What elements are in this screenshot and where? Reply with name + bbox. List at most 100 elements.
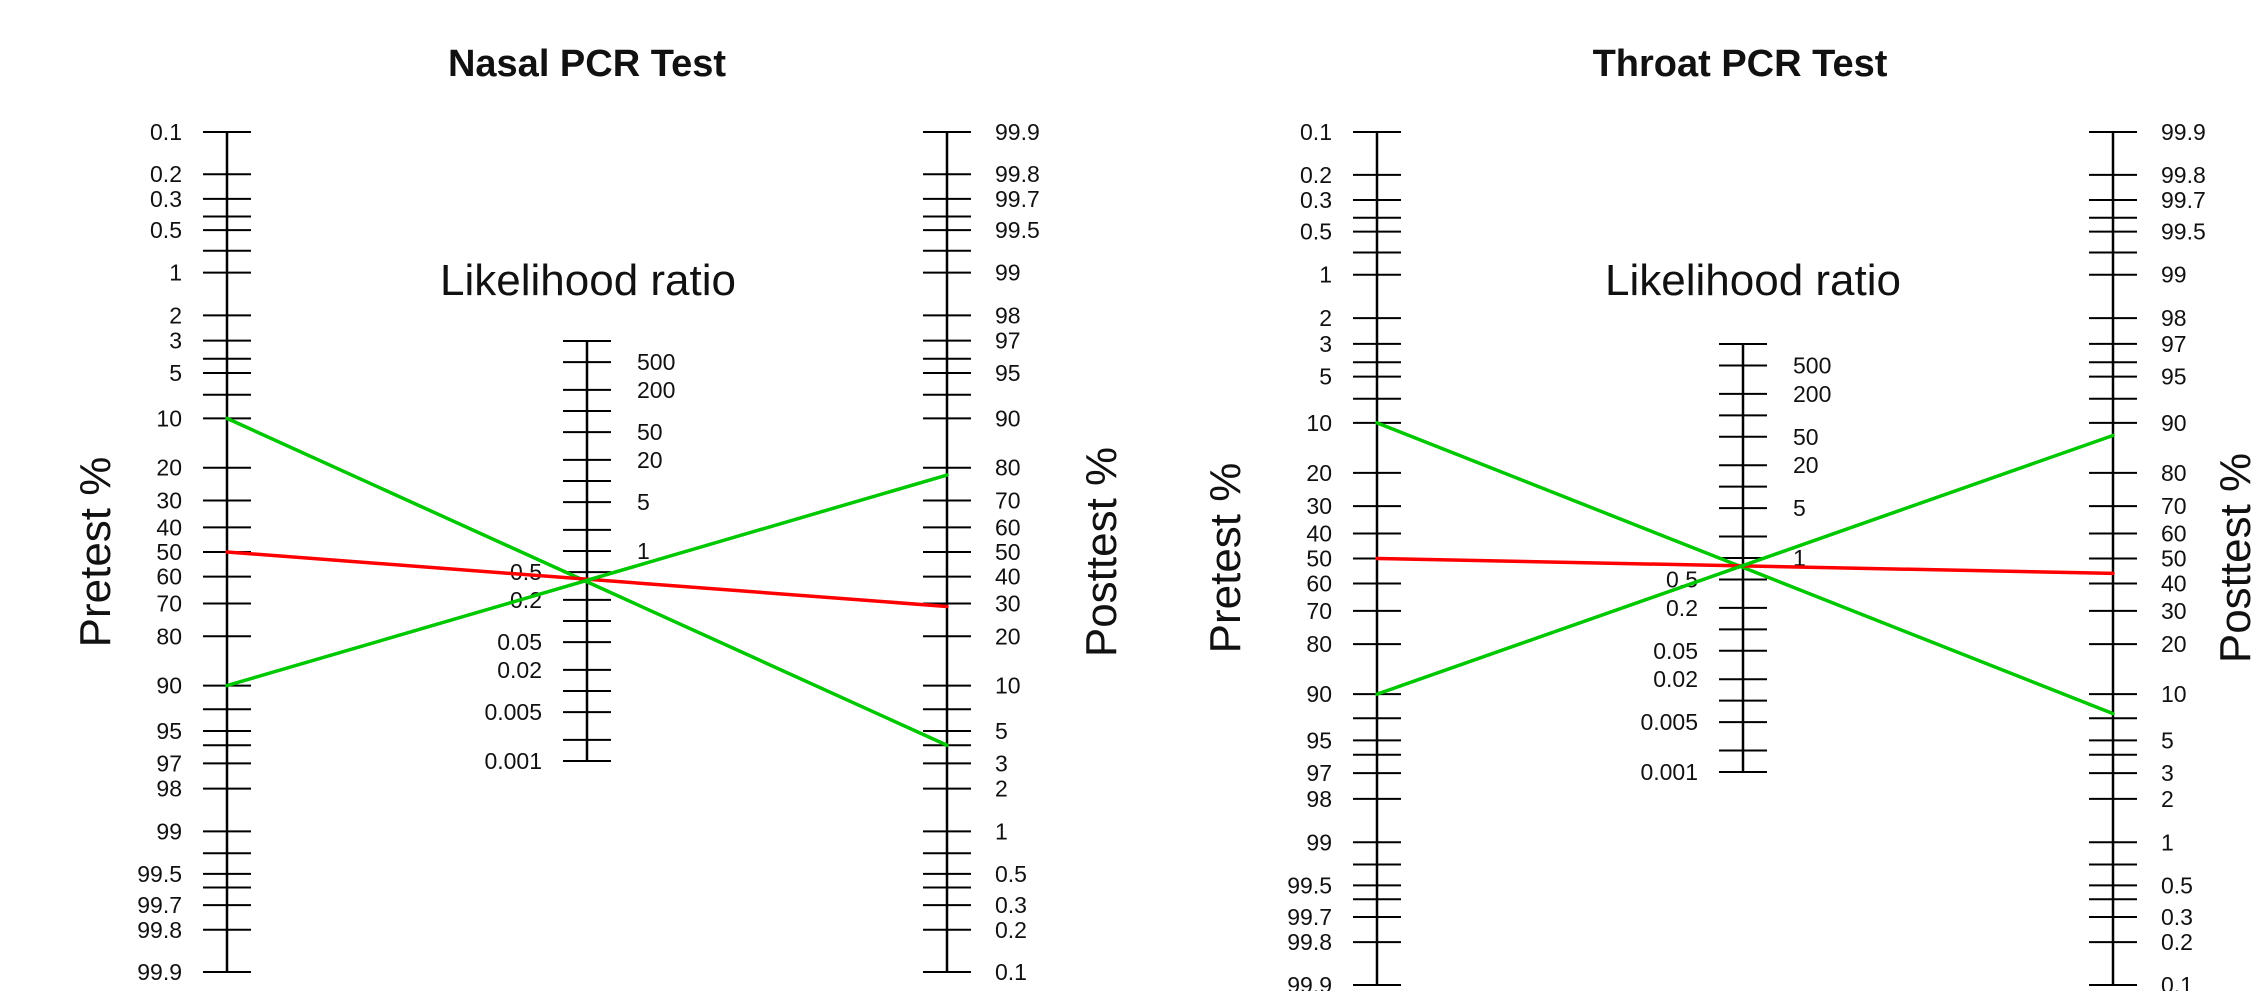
pretest-tick-label: 30 — [1306, 493, 1332, 519]
posttest-tick-label: 0.2 — [2161, 929, 2193, 955]
nomogram-panel-1: Nasal PCR Test Pretest % Posttest % Likelih… — [71, 43, 1126, 985]
likelihood-tick-label: 0.005 — [484, 699, 542, 725]
pretest-tick-label: 99.8 — [1287, 929, 1332, 955]
pretest-tick-label: 0.3 — [1300, 187, 1332, 213]
posttest-tick-label: 99.9 — [995, 119, 1040, 145]
likelihood-tick-label: 0.02 — [1653, 666, 1698, 692]
pretest-tick-label: 40 — [156, 514, 182, 540]
posttest-tick-label: 70 — [2161, 493, 2187, 519]
pretest-tick-label: 1 — [169, 260, 182, 286]
likelihood-axis-label: Likelihood ratio — [440, 256, 736, 305]
posttest-tick-label: 70 — [995, 487, 1021, 513]
nomogram-line-1 — [1375, 421, 2115, 716]
pretest-tick-label: 70 — [156, 591, 182, 617]
pretest-tick-label: 99.9 — [1287, 972, 1332, 991]
posttest-tick-label: 99.7 — [2161, 187, 2206, 213]
pretest-tick-label: 0.2 — [150, 161, 182, 187]
pretest-tick-label: 20 — [1306, 460, 1332, 486]
pretest-tick-label: 40 — [1306, 520, 1332, 546]
posttest-tick-label: 10 — [2161, 681, 2187, 707]
pretest-tick-label: 0.1 — [1300, 119, 1332, 145]
posttest-tick-label: 99.8 — [2161, 162, 2206, 188]
pretest-tick-label: 50 — [1306, 546, 1332, 572]
likelihood-tick-label: 0.05 — [1653, 638, 1698, 664]
posttest-tick-label: 2 — [2161, 786, 2174, 812]
pretest-tick-label: 99.7 — [137, 892, 182, 918]
posttest-tick-label: 3 — [995, 750, 1008, 776]
pretest-tick-label: 2 — [169, 302, 182, 328]
pretest-tick-label: 90 — [1306, 681, 1332, 707]
posttest-tick-label: 0.3 — [995, 892, 1027, 918]
pretest-tick-label: 2 — [1319, 305, 1332, 331]
posttest-tick-label: 0.1 — [2161, 972, 2193, 991]
posttest-tick-label: 99 — [995, 260, 1021, 286]
likelihood-tick-label: 50 — [637, 419, 663, 445]
posttest-tick-label: 0.5 — [2161, 872, 2193, 898]
posttest-tick-label: 50 — [2161, 546, 2187, 572]
posttest-tick-label: 0.3 — [2161, 904, 2193, 930]
posttest-tick-label: 1 — [995, 818, 1008, 844]
posttest-tick-label: 99.7 — [995, 186, 1040, 212]
posttest-tick-label: 2 — [995, 776, 1008, 802]
pretest-tick-label: 70 — [1306, 598, 1332, 624]
pretest-tick-label: 0.5 — [1300, 219, 1332, 245]
pretest-tick-label: 80 — [1306, 631, 1332, 657]
likelihood-tick-label: 1 — [637, 538, 650, 564]
pretest-tick-label: 99.8 — [137, 917, 182, 943]
likelihood-tick-label: 200 — [637, 377, 675, 403]
pretest-tick-label: 50 — [156, 539, 182, 565]
pretest-tick-label: 97 — [156, 750, 182, 776]
pretest-tick-label: 30 — [156, 487, 182, 513]
likelihood-tick-label: 0.001 — [1640, 759, 1698, 785]
likelihood-tick-label: 200 — [1793, 381, 1831, 407]
pretest-tick-label: 5 — [169, 360, 182, 386]
pretest-tick-label: 60 — [156, 564, 182, 590]
posttest-tick-label: 0.1 — [995, 959, 1027, 985]
likelihood-tick-label: 500 — [637, 349, 675, 375]
pretest-tick-label: 99.7 — [1287, 904, 1332, 930]
posttest-tick-label: 10 — [995, 673, 1021, 699]
posttest-tick-label: 40 — [2161, 571, 2187, 597]
pretest-tick-label: 97 — [1306, 760, 1332, 786]
posttest-tick-label: 1 — [2161, 829, 2174, 855]
likelihood-tick-label: 1 — [1793, 545, 1806, 571]
nomogram-line-3 — [1375, 433, 2115, 696]
pretest-tick-label: 1 — [1319, 262, 1332, 288]
pretest-tick-label: 0.3 — [150, 186, 182, 212]
pretest-tick-label: 99.9 — [137, 959, 182, 985]
pretest-tick-label: 99 — [156, 818, 182, 844]
posttest-tick-label: 99.8 — [995, 161, 1040, 187]
likelihood-tick-label: 0.02 — [497, 657, 542, 683]
likelihood-tick-label: 5 — [1793, 495, 1806, 521]
posttest-tick-label: 40 — [995, 564, 1021, 590]
posttest-tick-label: 90 — [2161, 410, 2187, 436]
posttest-tick-label: 99.5 — [995, 217, 1040, 243]
posttest-tick-label: 20 — [2161, 631, 2187, 657]
nomogram-panel-2: Throat PCR Test Pretest % Posttest % Likeli… — [1201, 43, 2259, 991]
pretest-tick-label: 10 — [1306, 410, 1332, 436]
posttest-tick-label: 30 — [995, 591, 1021, 617]
pretest-tick-label: 0.2 — [1300, 162, 1332, 188]
posttest-tick-label: 5 — [995, 718, 1008, 744]
posttest-tick-label: 3 — [2161, 760, 2174, 786]
pretest-tick-label: 95 — [1306, 727, 1332, 753]
likelihood-tick-label: 5 — [637, 489, 650, 515]
posttest-tick-label: 90 — [995, 405, 1021, 431]
pretest-tick-label: 98 — [156, 776, 182, 802]
pretest-tick-label: 3 — [1319, 331, 1332, 357]
posttest-tick-label: 20 — [995, 623, 1021, 649]
pretest-tick-label: 80 — [156, 623, 182, 649]
posttest-tick-label: 99.5 — [2161, 219, 2206, 245]
pretest-tick-label: 3 — [169, 328, 182, 354]
likelihood-tick-label: 20 — [637, 447, 663, 473]
pretest-tick-label: 5 — [1319, 364, 1332, 390]
pretest-tick-label: 20 — [156, 455, 182, 481]
likelihood-axis-label: Likelihood ratio — [1605, 256, 1901, 305]
nomogram-line-3 — [225, 473, 949, 688]
pretest-tick-label: 90 — [156, 673, 182, 699]
posttest-tick-label: 99.9 — [2161, 119, 2206, 145]
posttest-tick-label: 80 — [2161, 460, 2187, 486]
posttest-tick-label: 60 — [2161, 520, 2187, 546]
likelihood-tick-label: 0.2 — [1666, 595, 1698, 621]
